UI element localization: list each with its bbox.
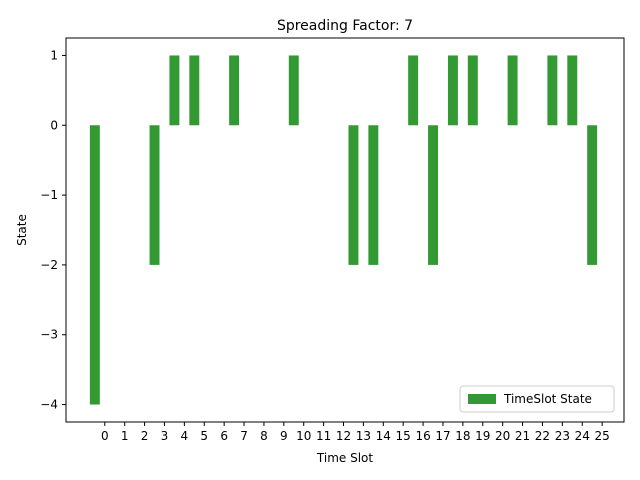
x-tick-label: 17 — [435, 429, 450, 443]
y-tick-label: −2 — [40, 258, 58, 272]
x-tick-label: 13 — [356, 429, 371, 443]
bar — [428, 125, 438, 265]
x-tick-label: 19 — [475, 429, 490, 443]
x-tick-label: 16 — [415, 429, 430, 443]
bar — [348, 125, 359, 265]
y-axis-label: State — [15, 214, 29, 246]
x-tick-label: 6 — [220, 429, 228, 443]
y-tick-label: −3 — [40, 328, 58, 342]
x-tick-label: 3 — [161, 429, 169, 443]
x-tick-label: 11 — [316, 429, 331, 443]
x-tick-label: 25 — [594, 429, 609, 443]
x-tick-label: 18 — [455, 429, 470, 443]
bar — [507, 55, 518, 126]
bar — [447, 55, 458, 126]
x-tick-label: 8 — [260, 429, 268, 443]
bar — [408, 55, 419, 126]
legend-label: TimeSlot State — [503, 392, 592, 406]
x-tick-label: 12 — [336, 429, 351, 443]
x-axis-label: Time Slot — [316, 451, 373, 465]
y-tick-label: −1 — [40, 188, 58, 202]
bar — [368, 125, 379, 265]
y-tick-label: 0 — [50, 118, 58, 132]
x-tick-label: 7 — [240, 429, 248, 443]
x-tick-label: 5 — [200, 429, 208, 443]
y-tick-label: 1 — [50, 48, 58, 62]
bar — [467, 55, 478, 126]
bar — [229, 55, 240, 126]
x-tick-label: 21 — [515, 429, 530, 443]
x-tick-label: 14 — [376, 429, 391, 443]
x-tick-label: 10 — [296, 429, 311, 443]
bar — [567, 55, 578, 126]
x-tick-label: 15 — [396, 429, 411, 443]
legend-box — [459, 385, 615, 413]
x-tick-label: 1 — [121, 429, 129, 443]
x-tick-label: 2 — [141, 429, 149, 443]
bar — [149, 125, 160, 265]
bar — [288, 55, 299, 126]
bar — [547, 55, 558, 126]
chart-title: Spreading Factor: 7 — [277, 18, 413, 34]
bar — [587, 125, 598, 265]
legend-swatch — [468, 394, 496, 404]
x-tick-label: 24 — [575, 429, 590, 443]
x-tick-label: 0 — [101, 429, 109, 443]
x-tick-label: 4 — [181, 429, 189, 443]
bar — [169, 55, 180, 126]
y-tick-label: −4 — [40, 398, 58, 412]
x-tick-label: 20 — [495, 429, 510, 443]
x-tick-label: 9 — [280, 429, 288, 443]
bar — [89, 125, 100, 405]
x-tick-label: 22 — [535, 429, 550, 443]
x-tick-label: 23 — [555, 429, 570, 443]
axes-frame — [65, 37, 625, 423]
bar — [189, 55, 200, 126]
